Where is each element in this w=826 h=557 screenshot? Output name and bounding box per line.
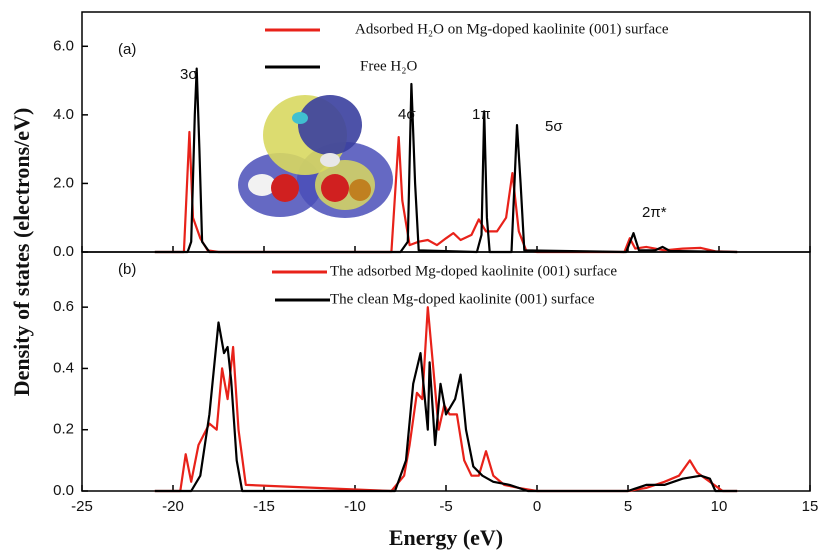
annotation: (a): [118, 41, 136, 58]
y-tick-label: 0.0: [53, 482, 74, 499]
x-tick-label: -25: [71, 498, 93, 515]
y-tick-label: 0.4: [53, 359, 74, 376]
x-tick-label: 15: [802, 498, 819, 515]
y-tick-label: 0.0: [53, 243, 74, 260]
data-line: [154, 321, 738, 493]
annotation: 3σ: [180, 66, 198, 83]
y-tick-label: 4.0: [53, 106, 74, 123]
annotation: 4σ: [398, 106, 416, 123]
data-line: [154, 67, 738, 254]
x-tick-label: -10: [344, 498, 366, 515]
x-tick-label: 5: [624, 498, 632, 515]
y-axis-title: Density of states (electrons/eV): [9, 108, 34, 397]
annotation: 2π*: [642, 204, 667, 221]
x-tick-label: -5: [439, 498, 452, 515]
annotation: (b): [118, 261, 136, 278]
annotation: 1π: [472, 106, 491, 123]
x-axis-title: Energy (eV): [389, 525, 503, 550]
x-tick-label: -15: [253, 498, 275, 515]
legend-label: Adsorbed H₂O on Mg-doped kaolinite (001)…: [355, 21, 669, 37]
y-tick-label: 0.6: [53, 298, 74, 315]
annotation: 5σ: [545, 118, 563, 135]
inset-molecule: [238, 95, 393, 218]
legend-label: The adsorbed Mg-doped kaolinite (001) su…: [330, 263, 617, 279]
data-line: [154, 306, 738, 493]
legend-label: The clean Mg-doped kaolinite (001) surfa…: [330, 291, 595, 307]
x-tick-label: -20: [162, 498, 184, 515]
y-tick-label: 0.2: [53, 421, 74, 438]
y-tick-label: 6.0: [53, 37, 74, 54]
x-tick-label: 10: [711, 498, 728, 515]
y-tick-label: 2.0: [53, 174, 74, 191]
legend-label: Free H₂O: [360, 58, 417, 74]
x-tick-label: 0: [533, 498, 541, 515]
plot-frame: [81, 251, 811, 492]
